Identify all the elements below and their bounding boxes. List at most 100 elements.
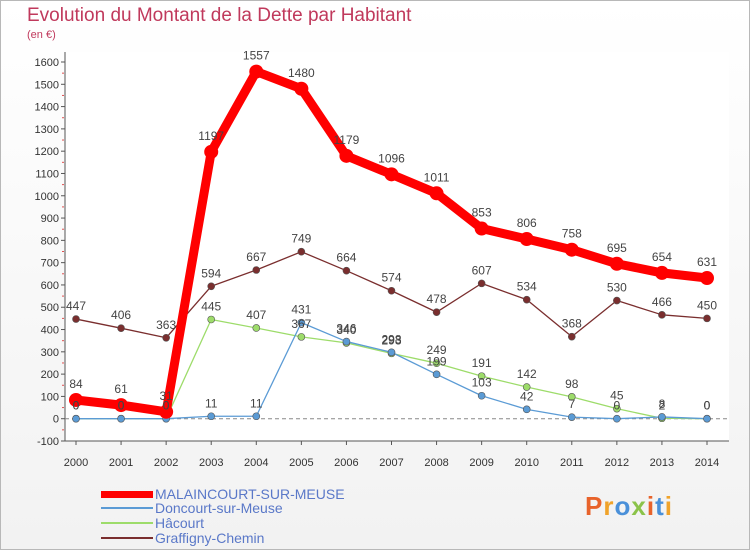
data-point <box>162 333 170 342</box>
logo-letter: r <box>603 491 615 521</box>
data-label: 445 <box>201 299 221 313</box>
data-point <box>429 186 444 201</box>
x-tick-label: 2002 <box>154 457 178 469</box>
data-label: 431 <box>291 303 311 317</box>
y-tick-label: 800 <box>41 235 59 247</box>
data-label: 530 <box>607 281 627 295</box>
data-label: 191 <box>472 356 492 370</box>
y-tick-label: 1600 <box>35 57 59 69</box>
data-label: 466 <box>652 295 672 309</box>
data-point <box>297 247 306 256</box>
data-point <box>252 324 261 332</box>
data-point <box>72 315 80 323</box>
logo-letter: P <box>585 491 604 521</box>
data-label: 298 <box>381 332 401 346</box>
x-tick-label: 2009 <box>469 457 493 469</box>
data-point <box>387 348 396 357</box>
data-label: 293 <box>381 333 401 347</box>
data-point <box>658 311 666 319</box>
data-label: 1179 <box>334 133 360 147</box>
data-label: 594 <box>201 266 221 280</box>
data-label: 368 <box>562 317 582 331</box>
data-label: 406 <box>111 308 131 322</box>
data-point <box>609 256 624 271</box>
plot-area <box>65 52 729 441</box>
data-label: 2 <box>659 398 666 412</box>
data-point <box>700 271 714 286</box>
data-label: 478 <box>427 292 447 306</box>
data-label: 450 <box>697 298 717 312</box>
data-label: 574 <box>381 271 401 285</box>
y-tick-label: 0 <box>53 414 59 426</box>
data-point <box>297 318 306 327</box>
data-label: 0 <box>163 399 170 413</box>
data-point <box>522 295 531 304</box>
data-label: 0 <box>118 399 125 413</box>
data-point <box>474 221 489 236</box>
data-label: 0 <box>73 399 80 413</box>
y-tick-label: 100 <box>41 391 59 403</box>
data-point <box>204 144 219 159</box>
data-point <box>249 64 264 79</box>
legend-label-doncourt: Doncourt-sur-Meuse <box>155 500 283 516</box>
data-point <box>207 315 216 324</box>
data-label: 11 <box>205 396 218 410</box>
data-label: 8 <box>659 397 666 411</box>
data-label: 84 <box>69 377 83 391</box>
chart-subtitle: (en €) <box>27 29 56 41</box>
x-tick-label: 2010 <box>514 457 538 469</box>
data-label: 98 <box>565 377 579 391</box>
data-label: 749 <box>291 232 311 246</box>
data-label: 249 <box>427 343 447 357</box>
data-label: 695 <box>607 241 627 255</box>
x-tick-label: 2000 <box>64 457 88 469</box>
data-point <box>613 404 621 413</box>
data-label: 31 <box>159 389 173 403</box>
data-point <box>567 413 576 421</box>
legend-swatch-graffigny <box>101 537 153 539</box>
data-point <box>522 405 531 414</box>
x-tick-label: 2008 <box>424 457 448 469</box>
y-tick-label: 900 <box>41 213 59 225</box>
data-label: 1557 <box>243 49 270 63</box>
data-label: 0 <box>118 399 125 413</box>
data-label: 61 <box>114 382 128 396</box>
data-label: 654 <box>652 250 672 264</box>
logo-letter: o <box>614 491 632 521</box>
y-tick-label: 700 <box>41 258 59 270</box>
data-point <box>384 167 399 182</box>
y-tick-label: 1400 <box>35 102 59 114</box>
data-point <box>72 414 80 423</box>
data-label: 631 <box>697 255 717 269</box>
data-label: 11 <box>250 396 263 410</box>
y-tick-label: 1300 <box>35 124 59 136</box>
legend-swatch-malaincourt <box>101 491 153 498</box>
data-point <box>432 308 441 316</box>
x-tick-label: 2005 <box>289 457 313 469</box>
data-label: 806 <box>517 216 537 230</box>
data-point <box>703 414 711 423</box>
data-label: 199 <box>427 354 447 368</box>
legend-swatch-hacourt <box>101 522 153 524</box>
data-point <box>477 279 486 288</box>
x-tick-label: 2006 <box>334 457 358 469</box>
data-label: 0 <box>163 399 170 413</box>
y-tick-label: 1200 <box>35 146 59 158</box>
data-label: 42 <box>520 389 534 403</box>
data-point <box>654 265 669 280</box>
data-label: 534 <box>517 280 537 294</box>
x-tick-label: 2013 <box>650 457 674 469</box>
data-label: 1480 <box>288 66 315 80</box>
data-point <box>207 282 216 291</box>
data-point <box>477 391 486 400</box>
data-point <box>294 81 309 96</box>
data-label: 0 <box>704 399 711 413</box>
data-point <box>159 404 174 419</box>
x-tick-label: 2011 <box>560 457 584 469</box>
logo-letter: t <box>655 491 665 521</box>
data-label: 407 <box>246 308 266 322</box>
logo-letter: i <box>664 491 673 521</box>
y-tick-label: 600 <box>41 280 59 292</box>
